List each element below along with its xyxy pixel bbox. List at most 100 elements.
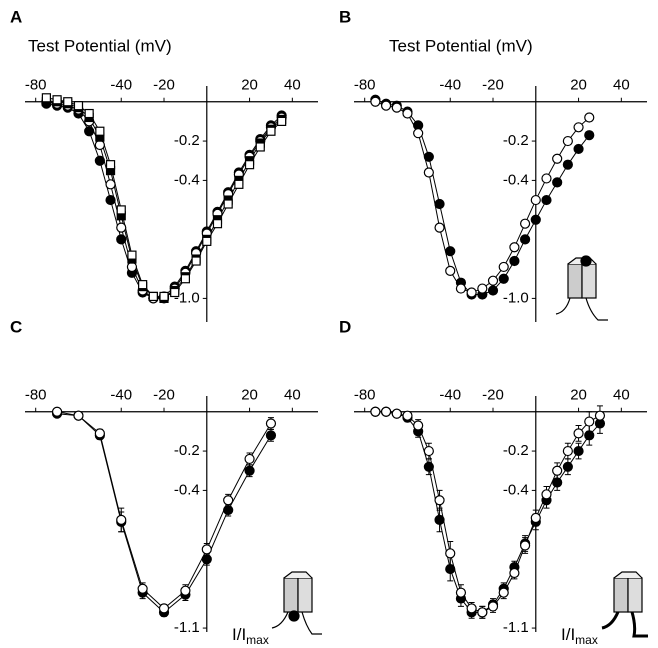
marker: [519, 218, 531, 229]
x-tick-label: -40: [110, 77, 132, 94]
marker: [423, 151, 434, 162]
marker: [105, 194, 116, 206]
marker: [51, 406, 63, 417]
marker: [552, 477, 563, 488]
marker: [73, 101, 84, 111]
curve: [46, 97, 282, 297]
marker: [370, 406, 381, 417]
marker: [552, 465, 563, 476]
marker: [95, 126, 105, 136]
channel-icon: [601, 571, 648, 638]
curve: [375, 101, 590, 294]
marker: [63, 97, 73, 107]
marker: [116, 514, 127, 525]
marker: [202, 236, 212, 246]
marker: [552, 153, 563, 164]
panel-label: B: [339, 7, 351, 26]
x-tick-label: -80: [354, 387, 376, 404]
marker: [562, 159, 573, 170]
marker: [191, 256, 201, 266]
marker: [116, 222, 127, 233]
curve: [56, 411, 272, 610]
marker: [498, 587, 509, 598]
marker: [116, 234, 127, 245]
marker: [562, 445, 573, 457]
y-tick-label: -0.2: [503, 132, 529, 149]
marker: [180, 274, 191, 284]
marker: [391, 408, 402, 419]
y-tick-label: -0.2: [174, 132, 200, 149]
panel-label: C: [10, 317, 22, 336]
marker: [466, 287, 477, 298]
x-tick-label: 40: [284, 387, 301, 404]
y-axis-title-main: I/I: [561, 625, 575, 644]
marker: [519, 540, 531, 551]
marker: [434, 222, 445, 233]
marker: [530, 512, 541, 524]
marker: [116, 205, 126, 215]
channel-icon: [555, 255, 608, 321]
y-tick-label: -0.4: [503, 481, 529, 498]
marker: [201, 544, 212, 555]
marker: [137, 583, 148, 594]
marker: [265, 418, 277, 429]
x-tick-label: -40: [110, 387, 132, 404]
x-tick-label: -20: [482, 77, 504, 94]
marker: [584, 112, 595, 123]
marker: [573, 122, 584, 133]
x-tick-label: -40: [439, 77, 461, 94]
marker: [402, 108, 413, 119]
y-axis-title: I/Imax: [561, 625, 598, 647]
marker: [159, 291, 169, 302]
y-tick-label: -0.2: [174, 442, 200, 459]
marker: [126, 261, 138, 273]
curve: [46, 103, 282, 299]
x-tick-label: -80: [25, 77, 47, 94]
marker: [541, 194, 552, 206]
marker: [105, 179, 116, 190]
marker: [445, 265, 456, 276]
y-axis-title-main: I/I: [232, 625, 246, 644]
marker: [498, 273, 509, 284]
curve: [46, 101, 282, 299]
marker: [423, 461, 434, 472]
marker: [573, 428, 584, 439]
marker: [487, 285, 499, 296]
x-tick-label: 20: [241, 77, 258, 94]
marker: [84, 126, 95, 137]
channel-icon: [271, 571, 322, 635]
marker: [148, 291, 158, 302]
y-tick-label: -0.2: [503, 442, 529, 459]
marker: [573, 445, 584, 457]
panel: D I/Imax -80 -40 -20 20 40 -0.2 -0.4 -1.1: [339, 317, 647, 647]
marker: [466, 603, 477, 614]
marker: [445, 563, 456, 575]
x-tick-label: -40: [439, 387, 461, 404]
marker: [244, 160, 255, 170]
marker: [530, 194, 541, 206]
marker: [413, 128, 424, 139]
marker: [223, 504, 234, 516]
y-tick-label: -0.4: [174, 481, 200, 498]
marker: [562, 135, 573, 147]
marker: [562, 461, 573, 472]
y-tick-label: -1.0: [174, 289, 200, 306]
curve: [375, 411, 601, 613]
marker: [370, 96, 381, 107]
marker: [52, 95, 62, 105]
marker: [455, 283, 467, 294]
x-axis-title: Test Potential (mV): [28, 36, 172, 55]
marker: [584, 416, 595, 427]
marker: [94, 428, 105, 439]
marker: [223, 199, 233, 209]
marker: [434, 495, 445, 506]
marker: [541, 173, 552, 184]
marker: [434, 198, 445, 210]
marker: [255, 142, 265, 152]
marker: [498, 261, 509, 273]
marker: [212, 219, 223, 229]
panel: C I/Imax -80 -40 -20 20 40 -0.2 -0.4 -1.1: [10, 317, 318, 647]
marker: [223, 495, 234, 506]
marker: [519, 234, 531, 245]
marker: [423, 445, 434, 457]
